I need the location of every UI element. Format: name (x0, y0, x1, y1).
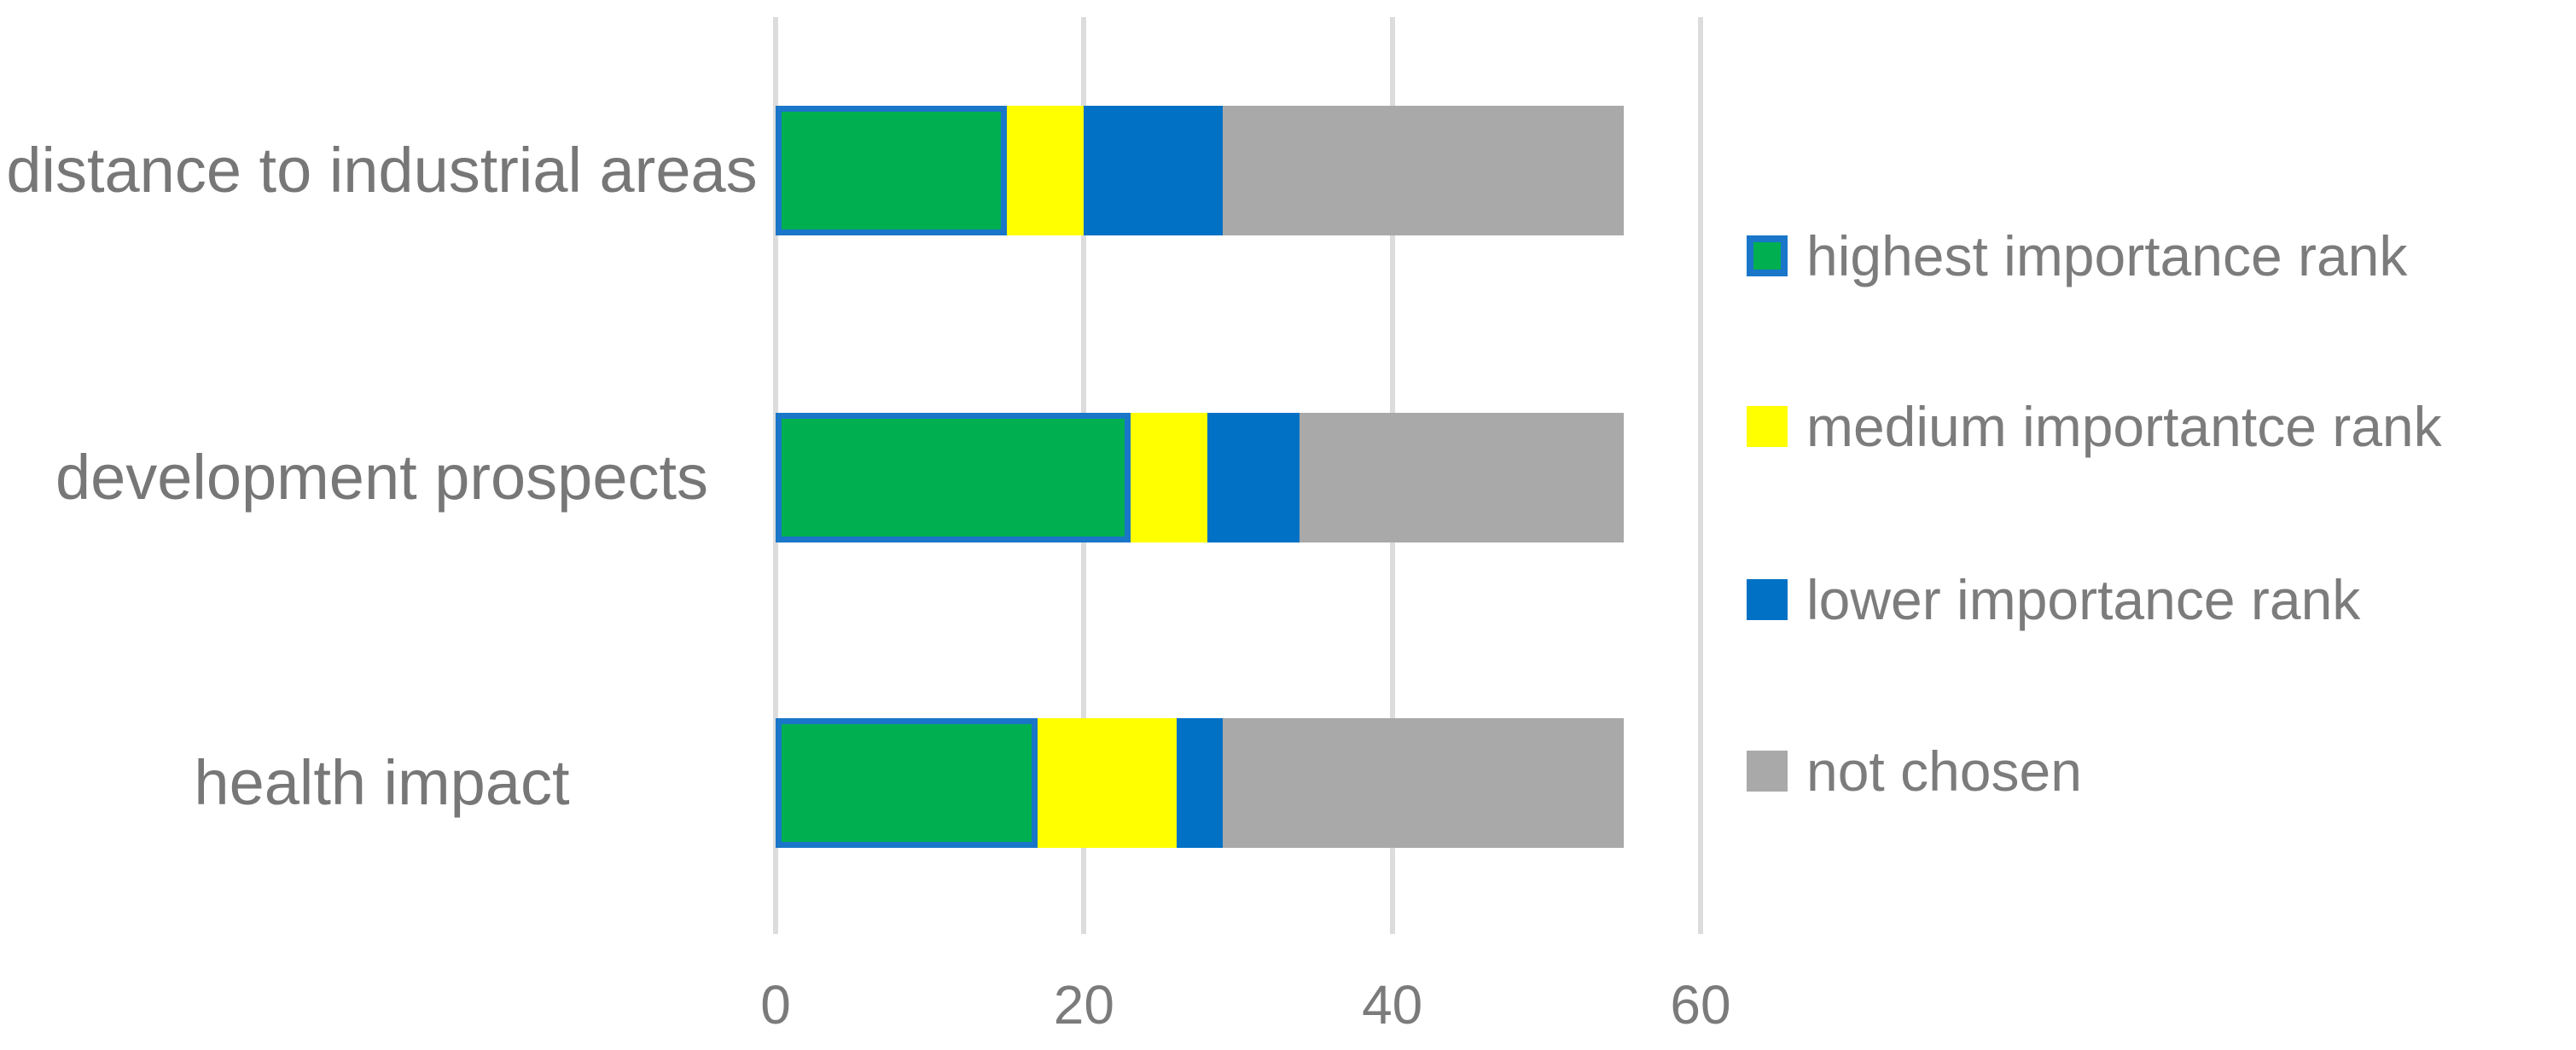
legend-swatch-medium-importantce-rank (1747, 406, 1788, 447)
bar-row-development-prospects (776, 413, 1624, 542)
x-tick-label-40: 40 (1362, 974, 1423, 1035)
bar-segment-medium-importantce-rank (1038, 718, 1177, 848)
bar-segment-highest-importance-rank (776, 718, 1038, 848)
legend-label-highest-importance-rank: highest importance rank (1806, 224, 2408, 287)
plot-area (773, 17, 1703, 934)
x-tick-label-20: 20 (1053, 974, 1114, 1035)
bar-segment-medium-importantce-rank (1007, 106, 1084, 235)
bar-segment-not-chosen (1222, 106, 1624, 235)
bar-segment-lower-importance-rank (1176, 718, 1223, 848)
bar-row-health-impact (776, 718, 1624, 848)
category-label-development-prospects: development prospects (55, 442, 709, 513)
bar-segment-lower-importance-rank (1207, 413, 1300, 542)
category-label-distance-to-industrial-areas: distance to industrial areas (6, 135, 758, 206)
bar-row-distance-to-industrial-areas (776, 106, 1624, 235)
legend-item-not-chosen: not chosen (1747, 737, 2082, 805)
bar-segment-medium-importantce-rank (1130, 413, 1207, 542)
legend-label-medium-importantce-rank: medium importantce rank (1806, 395, 2442, 458)
legend-swatch-not-chosen (1747, 751, 1788, 792)
gridline-60 (1698, 17, 1703, 934)
bar-segment-not-chosen (1300, 413, 1624, 542)
bar-segment-lower-importance-rank (1084, 106, 1223, 235)
category-label-health-impact: health impact (194, 747, 570, 818)
legend-swatch-highest-importance-rank (1747, 235, 1788, 276)
legend-swatch-lower-importance-rank (1747, 579, 1788, 620)
bar-segment-highest-importance-rank (776, 106, 1007, 235)
legend-label-lower-importance-rank: lower importance rank (1806, 568, 2361, 631)
legend-label-not-chosen: not chosen (1806, 740, 2082, 803)
legend-item-lower-importance-rank: lower importance rank (1747, 566, 2360, 634)
x-tick-label-60: 60 (1670, 974, 1731, 1035)
legend-item-highest-importance-rank: highest importance rank (1747, 222, 2407, 290)
legend-item-medium-importantce-rank: medium importantce rank (1747, 392, 2442, 461)
bar-segment-not-chosen (1222, 718, 1624, 848)
x-tick-label-0: 0 (760, 974, 791, 1035)
bar-segment-highest-importance-rank (776, 413, 1131, 542)
